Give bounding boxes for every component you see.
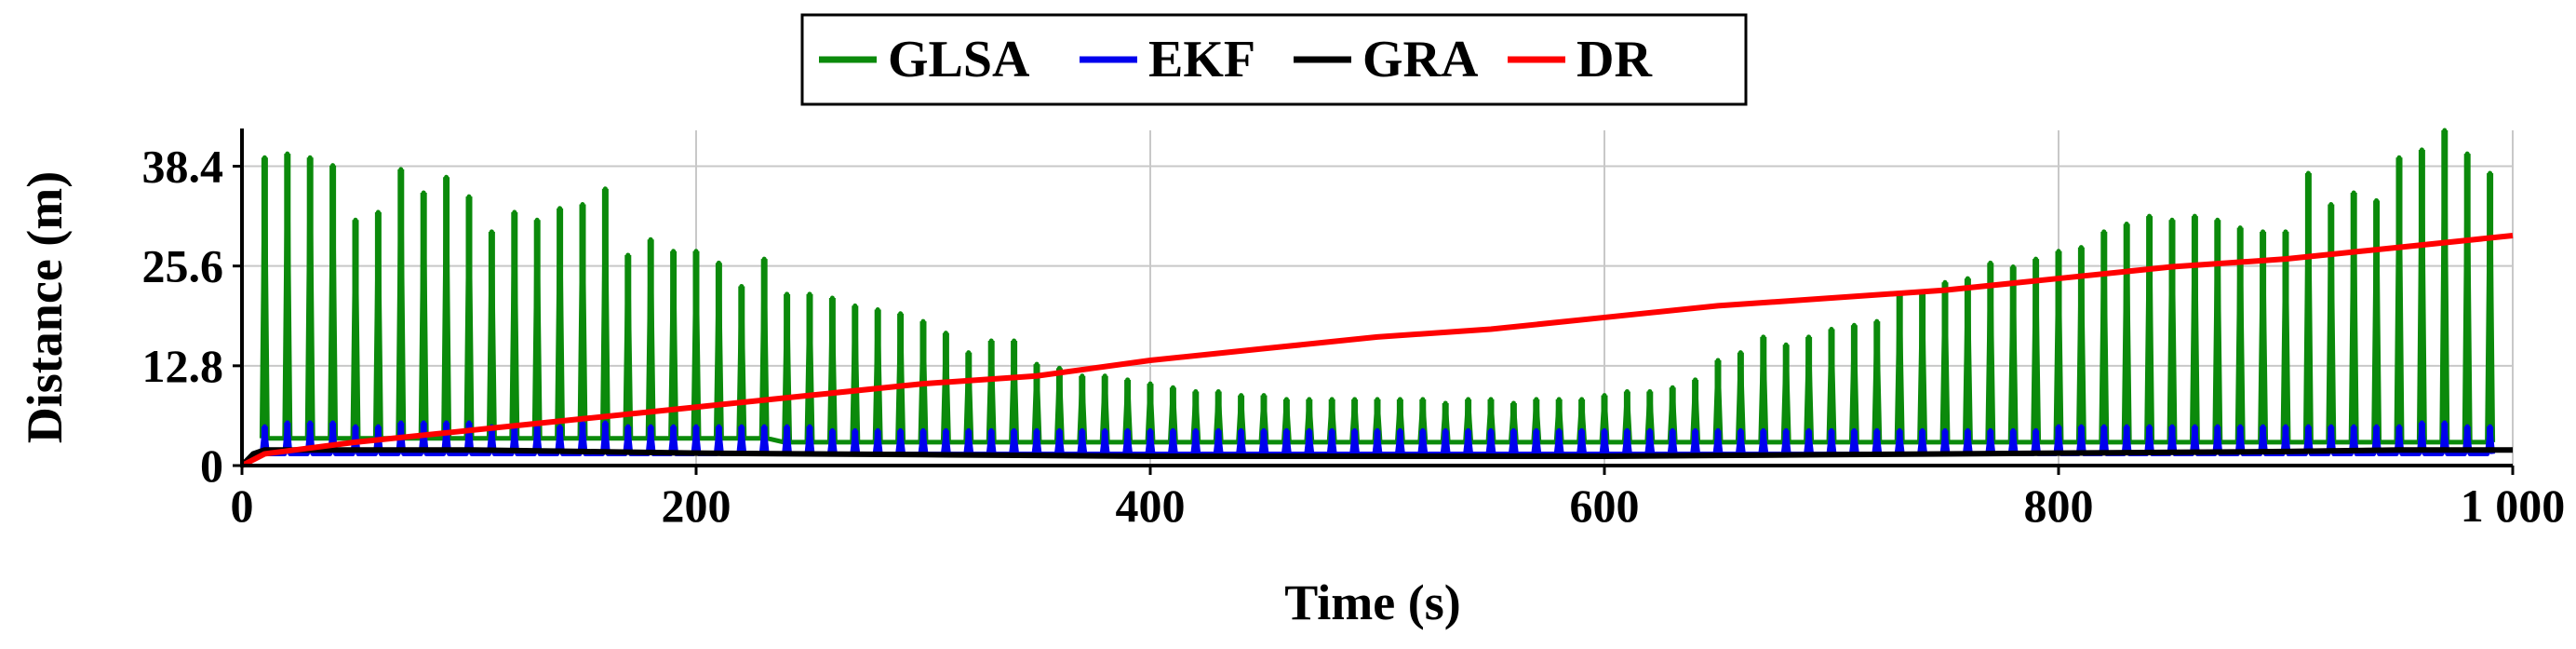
y-axis-label: Distance (m) [17,171,73,443]
tick-labels: 0 200 400 600 800 1 000 0 12.8 25.6 38.4 [142,141,2566,532]
legend-label-ekf: EKF [1148,31,1255,88]
y-tick-label: 25.6 [142,240,224,292]
y-tick-label: 0 [200,439,223,492]
series-glsa [259,128,2496,445]
legend: GLSA EKF GRA DR [800,13,1748,106]
series-dr [240,233,2514,468]
axes [240,128,2513,467]
x-tick-label: 400 [1116,480,1186,532]
x-tick-label: 1 000 [2461,480,2566,532]
x-tick-label: 800 [2024,480,2094,532]
grid [242,130,2514,466]
x-tick-label: 600 [1570,480,1640,532]
legend-box [800,13,1748,106]
y-tick-label: 38.4 [142,141,224,193]
x-tick-label: 200 [662,480,731,532]
x-axis-label: Time (s) [1284,575,1460,630]
series-layer [239,128,2514,468]
legend-label-dr: DR [1576,31,1652,88]
series-gra [239,447,2513,468]
series-gra-line [239,447,2513,468]
x-tick-label: 0 [231,480,254,532]
legend-label-gra: GRA [1362,31,1479,88]
y-tick-label: 12.8 [142,340,224,392]
series-dr-line [240,233,2514,468]
legend-label-glsa: GLSA [888,31,1030,88]
